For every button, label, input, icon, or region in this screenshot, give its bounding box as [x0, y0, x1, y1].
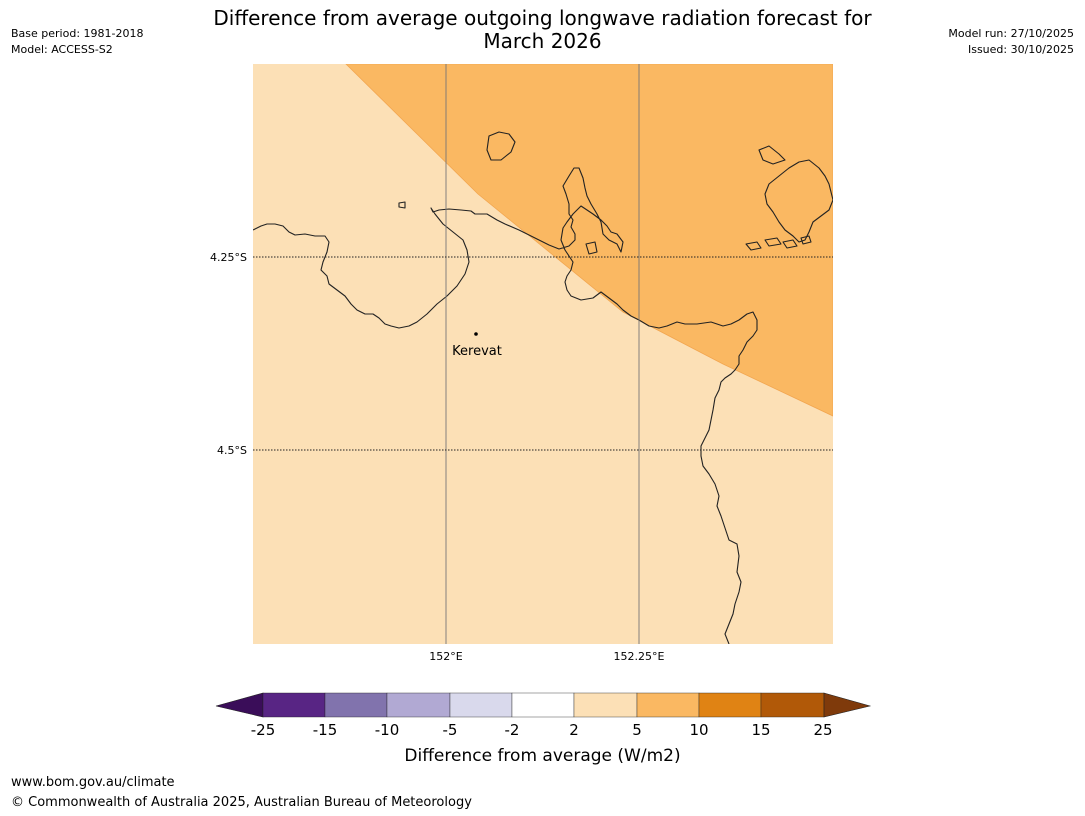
colorbar-tick: -5 — [442, 721, 458, 739]
coastline — [253, 131, 833, 644]
base-period-text: Base period: 1981-2018 — [11, 27, 144, 40]
lon-label-152-25E: 152.25°E — [613, 650, 665, 663]
colorbar-bin-15-25 — [760, 692, 825, 718]
title-line-1: Difference from average outgoing longwav… — [213, 6, 872, 30]
colorbar-bin-neg15-neg10 — [324, 692, 388, 718]
colorbar-tick: 25 — [813, 721, 833, 739]
colorbar-tick: -15 — [312, 721, 338, 739]
footer-copyright: © Commonwealth of Australia 2025, Austra… — [11, 795, 472, 810]
colorbar-bin-neg2-2 — [511, 692, 575, 718]
map-title: Difference from average outgoing longwav… — [0, 7, 1085, 53]
issued-text: Issued: 30/10/2025 — [967, 43, 1074, 56]
band-5-to-10-region — [345, 64, 833, 417]
kerevat-marker — [474, 332, 478, 336]
model-run-text: Model run: 27/10/2025 — [948, 27, 1074, 40]
colorbar-bin-neg10-neg5 — [386, 692, 451, 718]
colorbar-bin-10-15 — [698, 692, 762, 718]
colorbar-tick: 2 — [569, 721, 579, 739]
lat-label-4-5S: 4.5°S — [217, 444, 247, 457]
colorbar-tick: 10 — [689, 721, 709, 739]
colorbar-bin-2-5 — [573, 692, 638, 718]
forecast-map: Kerevat — [253, 64, 833, 644]
colorbar-tick: -10 — [374, 721, 400, 739]
kerevat-label: Kerevat — [452, 344, 502, 359]
footer-url: www.bom.gov.au/climate — [11, 775, 175, 790]
colorbar-tick: 5 — [632, 721, 642, 739]
model-text: Model: ACCESS-S2 — [11, 43, 113, 56]
lat-label-4-25S: 4.25°S — [210, 251, 247, 264]
title-line-2: March 2026 — [483, 29, 602, 53]
metadata-right: Model run: 27/10/2025 Issued: 30/10/2025 — [948, 26, 1074, 58]
colorbar-tick: 15 — [751, 721, 771, 739]
colorbar-tick: -25 — [250, 721, 276, 739]
colorbar-tick: -2 — [504, 721, 520, 739]
colorbar-bin-5-10 — [636, 692, 700, 718]
colorbar-arrow-low — [215, 692, 264, 718]
colorbar-arrow-high — [823, 692, 872, 718]
colorbar-bin-neg25-neg15 — [262, 692, 326, 718]
colorbar-bin-neg5-neg2 — [449, 692, 513, 718]
colorbar-label: Difference from average (W/m2) — [404, 746, 681, 766]
colorbar — [215, 692, 872, 718]
lon-label-152E: 152°E — [429, 650, 463, 663]
metadata-left: Base period: 1981-2018 Model: ACCESS-S2 — [11, 26, 143, 58]
graticule — [253, 64, 833, 644]
